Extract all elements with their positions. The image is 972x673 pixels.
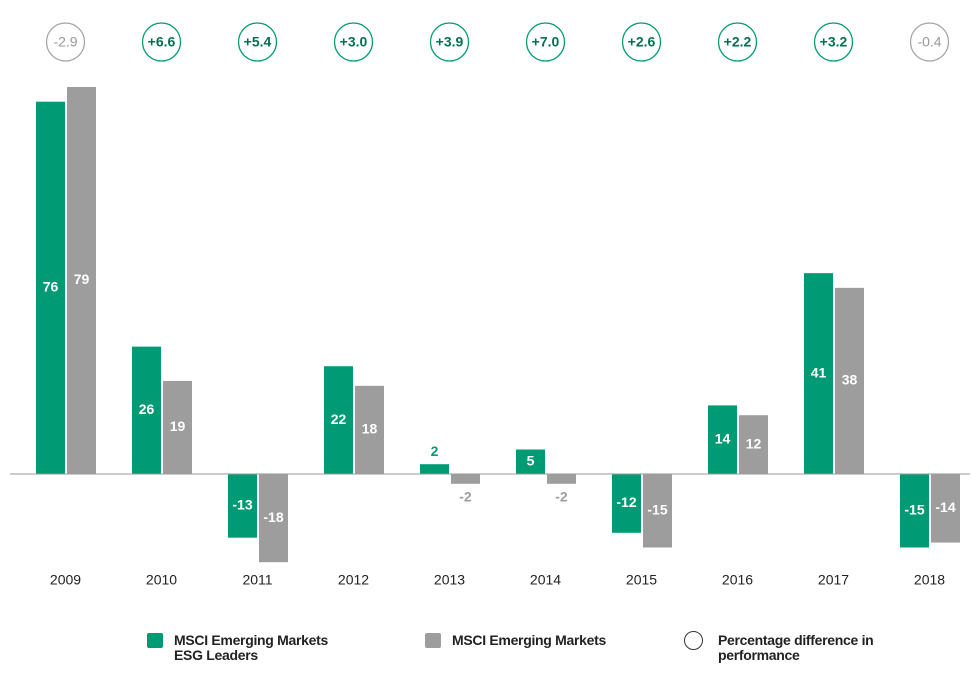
- bar: [36, 101, 65, 475]
- difference-circle: [333, 22, 374, 62]
- data-label: 12: [746, 435, 762, 451]
- data-label: 14: [715, 430, 731, 446]
- data-label: -18: [263, 509, 283, 525]
- x-tick-label: 2011: [242, 572, 272, 588]
- difference-label: +2.6: [628, 34, 656, 50]
- difference-circle: [525, 22, 566, 62]
- data-label: -12: [616, 494, 636, 510]
- x-tick-label: 2014: [530, 572, 561, 588]
- difference-circle: [621, 22, 662, 62]
- difference-label: -0.4: [917, 34, 941, 50]
- difference-label: +2.2: [724, 34, 752, 50]
- x-tick-label: 2015: [626, 572, 657, 588]
- bar: [163, 380, 192, 474]
- difference-label: +5.4: [244, 34, 272, 50]
- data-label: 79: [74, 271, 90, 287]
- bar: [547, 474, 576, 484]
- data-label: 26: [139, 401, 155, 417]
- bar: [931, 474, 960, 543]
- bar: [355, 385, 384, 474]
- data-label: 2: [431, 443, 439, 459]
- data-label: 41: [811, 364, 827, 380]
- x-tick-label: 2009: [50, 572, 81, 588]
- bar: [643, 474, 672, 548]
- x-tick-label: 2013: [434, 572, 465, 588]
- legend-label: Percentage difference in performance: [718, 632, 874, 663]
- data-label: -13: [232, 497, 252, 513]
- difference-circle: [813, 22, 854, 62]
- difference-circle: [141, 22, 182, 62]
- data-label: 5: [527, 452, 535, 468]
- difference-label: +7.0: [532, 34, 560, 50]
- data-label: -2: [459, 489, 472, 505]
- bar: [804, 273, 833, 474]
- data-label: 76: [43, 279, 59, 295]
- x-tick-label: 2017: [818, 572, 849, 588]
- bar: [259, 474, 288, 563]
- difference-circle: [717, 22, 758, 62]
- difference-circle: [237, 22, 278, 62]
- difference-label: -2.9: [53, 34, 77, 50]
- x-tick-label: 2012: [338, 572, 369, 588]
- bar: [612, 474, 641, 533]
- bar: [451, 474, 480, 484]
- bar: [835, 287, 864, 474]
- data-label: 22: [331, 411, 347, 427]
- difference-circle: [909, 22, 950, 62]
- data-label: -2: [555, 489, 568, 505]
- legend-label: MSCI Emerging Markets ESG Leaders: [174, 632, 328, 663]
- bar: [228, 474, 257, 538]
- data-label: 38: [842, 372, 858, 388]
- difference-circle: [429, 22, 470, 62]
- bar: [516, 449, 545, 474]
- x-tick-label: 2018: [914, 572, 945, 588]
- data-label: -15: [647, 501, 667, 517]
- legend-swatch: [147, 633, 163, 648]
- difference-label: +3.0: [340, 34, 368, 50]
- difference-label: +6.6: [148, 34, 176, 50]
- bar: [67, 87, 96, 474]
- bar: [739, 415, 768, 474]
- legend-label: MSCI Emerging Markets: [452, 632, 606, 648]
- data-label: -15: [904, 501, 924, 517]
- data-label: 18: [362, 421, 378, 437]
- difference-label: +3.2: [820, 34, 848, 50]
- legend-swatch: [425, 633, 441, 648]
- bar: [132, 346, 161, 474]
- data-label: 19: [170, 418, 186, 434]
- bar: [708, 405, 737, 474]
- bar: [420, 464, 449, 474]
- legend-circle: [684, 631, 703, 650]
- x-tick-label: 2016: [722, 572, 753, 588]
- difference-circle: [45, 22, 86, 62]
- x-tick-label: 2010: [146, 572, 177, 588]
- data-label: -14: [935, 499, 955, 515]
- bar: [900, 474, 929, 548]
- difference-label: +3.9: [436, 34, 464, 50]
- bar: [324, 366, 353, 474]
